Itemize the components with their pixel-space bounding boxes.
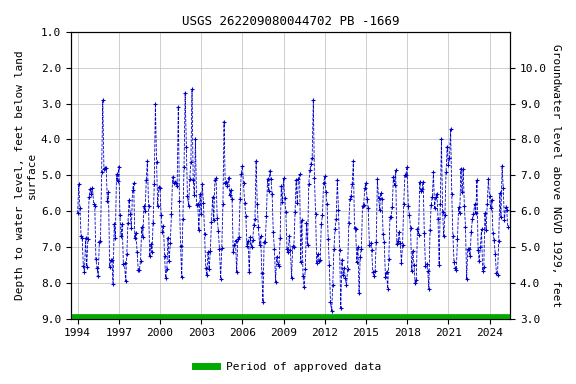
Title: USGS 262209080044702 PB -1669: USGS 262209080044702 PB -1669 — [181, 15, 399, 28]
Y-axis label: Depth to water level, feet below land
surface: Depth to water level, feet below land su… — [15, 50, 37, 300]
Y-axis label: Groundwater level above NGVD 1929, feet: Groundwater level above NGVD 1929, feet — [551, 44, 561, 307]
Legend: Period of approved data: Period of approved data — [191, 358, 385, 377]
